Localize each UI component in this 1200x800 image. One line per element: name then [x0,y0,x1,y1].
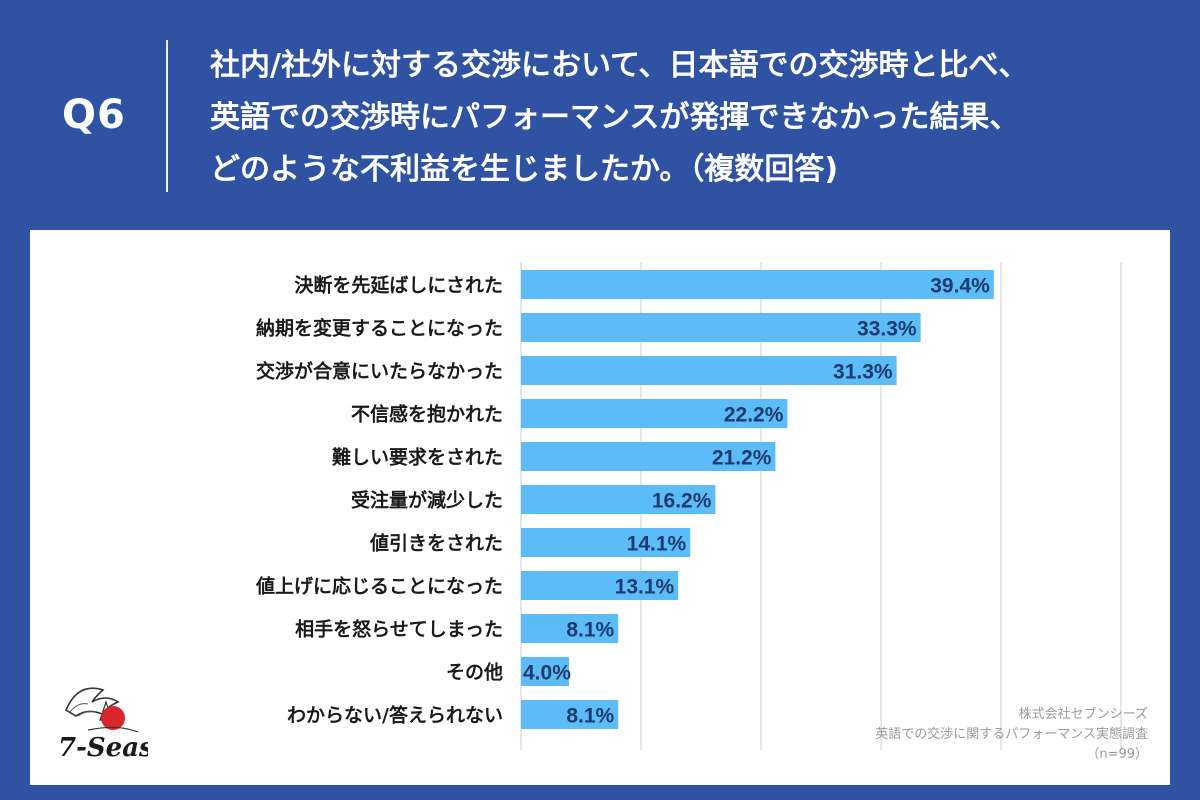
chart-panel: 決断を先延ばしにされた 39.4% 納期を変更することになった 33.3% 交渉が合意に… [30,230,1170,785]
bar-chart: 決断を先延ばしにされた 39.4% 納期を変更することになった 33.3% 交渉が合意に… [255,262,1122,750]
category-label: 交渉が合意にいたらなかった [256,360,503,383]
value-label: 16.2% [652,490,712,513]
category-label: 決断を先延ばしにされた [294,274,503,297]
value-label: 14.1% [627,533,687,556]
category-label: 受注量が減少した [351,489,503,512]
category-label: 納期を変更することになった [256,317,503,340]
bar [521,528,691,557]
question-number: Q6 [62,92,126,138]
value-label: 31.3% [833,361,893,384]
category-label: その他 [446,661,503,684]
question-line-1: 社内/社外に対する交渉において、日本語での交渉時と比べ、 [210,48,1029,83]
source-sample: （n=99） [1086,747,1148,762]
header: Q6 社内/社外に対する交渉において、日本語での交渉時と比べ、 英語での交渉時に… [0,0,1200,225]
question-line-2: 英語での交渉時にパフォーマンスが発揮できなかった結果、 [210,100,1020,135]
bar [521,485,716,514]
source-note: 株式会社セブンシーズ 英語での交渉に関するパフォーマンス実態調査 （n=99） [875,705,1148,765]
question-line-3: どのような不利益を生じましたか。（複数回答) [210,152,839,187]
value-label: 8.1% [566,619,614,642]
bar [521,614,619,643]
value-label: 39.4% [930,275,990,298]
category-label: 値引きをされた [369,533,503,555]
bar [521,313,921,342]
value-label: 4.0% [523,662,571,685]
question-text: 社内/社外に対する交渉において、日本語での交渉時と比べ、 英語での交渉時にパフォ… [210,40,1170,196]
value-label: 22.2% [724,404,784,427]
bar [521,270,994,299]
svg-text:7-Seas: 7-Seas [58,733,148,763]
bar [521,700,619,729]
category-label: 不信感を抱かれた [351,403,503,426]
category-label: 値上げに応じることになった [255,575,503,598]
value-label: 13.1% [615,576,675,599]
value-label: 21.2% [712,447,772,470]
bar [521,399,788,428]
bar [521,571,679,600]
header-divider [166,40,168,192]
category-label: 難しい要求をされた [332,446,503,469]
bar [521,657,569,686]
seven-seas-logo: 7-Seas [48,672,154,772]
bar [521,442,776,471]
bar [521,356,897,385]
value-label: 8.1% [566,705,614,728]
source-survey: 英語での交渉に関するパフォーマンス実態調査 [875,727,1148,742]
category-label: 相手を怒らせてしまった [295,618,503,641]
source-company: 株式会社セブンシーズ [1018,707,1148,722]
category-label: わからない/答えられない [287,704,503,727]
value-label: 33.3% [857,318,917,341]
